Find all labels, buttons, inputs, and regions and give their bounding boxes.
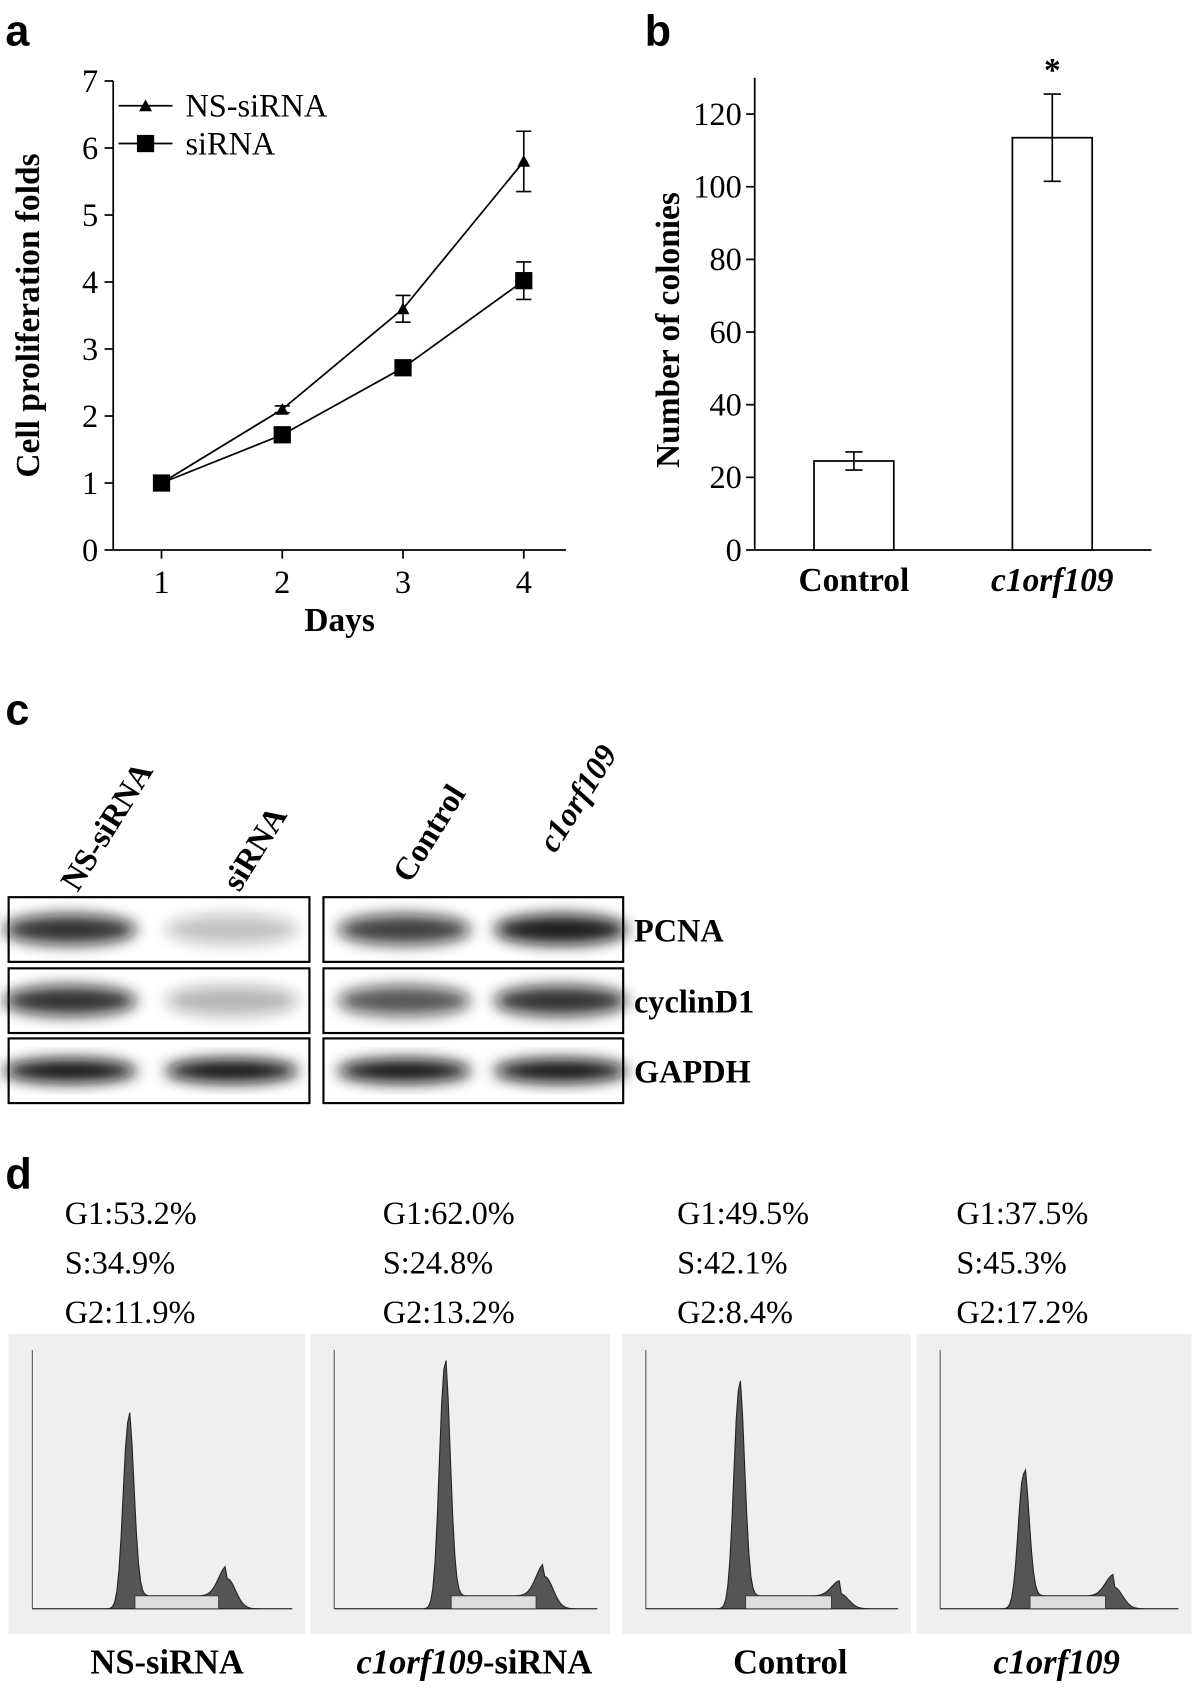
error-bar	[1043, 93, 1061, 183]
phase-stat: G2:13.2%	[383, 1294, 515, 1330]
error-bar	[845, 451, 863, 471]
panel-letter: c	[5, 687, 29, 735]
band	[164, 985, 299, 1016]
sample-label: Control	[733, 1643, 847, 1681]
panel-letter: a	[5, 7, 30, 55]
phase-stat: S:24.8%	[383, 1244, 493, 1280]
y-tick-label: 100	[693, 169, 742, 205]
x-tick-label: 1	[153, 564, 169, 600]
y-tick-label: 80	[709, 241, 741, 277]
panel-letter: b	[645, 7, 671, 55]
s-phase	[1029, 1595, 1106, 1610]
lane-label: siRNA	[215, 799, 294, 896]
phase-stat: G1:62.0%	[383, 1195, 515, 1231]
sample-label-part: -siRNA	[483, 1643, 592, 1681]
y-axis-title: Cell proliferation folds	[10, 153, 47, 477]
legend-label: siRNA	[185, 125, 275, 161]
legend-marker	[136, 134, 155, 153]
lane-label: c1orf109	[531, 738, 624, 858]
phase-stat: S:42.1%	[677, 1244, 787, 1280]
y-tick-label: 4	[82, 264, 98, 300]
marker	[517, 154, 531, 167]
sample-label-part: c1orf109	[357, 1643, 483, 1681]
y-tick-label: 0	[726, 532, 742, 568]
y-tick-label: 1	[82, 465, 98, 501]
x-tick-label: 2	[274, 564, 290, 600]
protein-label: GAPDH	[634, 1054, 751, 1090]
phase-stat: S:45.3%	[956, 1244, 1066, 1280]
legend-label: NS-siRNA	[185, 88, 328, 124]
sample-label: c1orf109	[993, 1643, 1119, 1681]
phase-stat: G2:8.4%	[677, 1294, 793, 1330]
y-tick-label: 120	[693, 96, 742, 132]
band	[337, 985, 472, 1016]
y-tick-label: 7	[82, 63, 98, 99]
phase-stat: G1:49.5%	[677, 1195, 809, 1231]
phase-stat: G1:53.2%	[65, 1195, 197, 1231]
band	[493, 985, 628, 1016]
band	[164, 1058, 299, 1083]
x-tick-label: c1orf109	[991, 562, 1114, 599]
bar	[1011, 136, 1094, 551]
y-tick-label: 0	[82, 532, 98, 568]
histogram-panel	[8, 1333, 306, 1634]
marker	[273, 426, 291, 444]
panel-letter: d	[5, 1150, 31, 1198]
band	[3, 1058, 137, 1083]
sample-label-part: c1orf109	[993, 1643, 1119, 1681]
y-axis-title: Number of colonies	[650, 192, 687, 468]
phase-stat: G2:11.9%	[65, 1294, 196, 1330]
y-tick-label: 20	[709, 459, 741, 495]
histogram-panel	[916, 1333, 1192, 1634]
band	[164, 914, 299, 945]
protein-label: cyclinD1	[634, 984, 754, 1020]
marker	[515, 272, 533, 290]
sample-label-part: NS-siRNA	[90, 1643, 243, 1681]
band	[3, 985, 137, 1016]
marker	[396, 302, 410, 315]
marker	[394, 359, 412, 377]
band	[3, 914, 137, 945]
series-line	[161, 160, 525, 484]
lane-label: Control	[385, 778, 472, 888]
y-tick-label: 40	[709, 386, 741, 422]
y-tick-label: 3	[82, 331, 98, 367]
s-phase	[450, 1595, 537, 1610]
y-tick-label: 6	[82, 130, 98, 166]
annotation: *	[1044, 52, 1061, 89]
band	[493, 1058, 628, 1083]
phase-stat: S:34.9%	[65, 1244, 175, 1280]
protein-label: PCNA	[634, 912, 724, 948]
y-tick-label: 2	[82, 398, 98, 434]
x-tick-label: 4	[516, 564, 532, 600]
sample-label-part: Control	[733, 1643, 847, 1681]
lane-label: NS-siRNA	[53, 755, 160, 896]
x-axis-title: Days	[304, 602, 375, 639]
marker	[152, 474, 171, 492]
histogram-panel	[310, 1333, 611, 1634]
band	[493, 914, 628, 945]
band	[337, 1058, 472, 1083]
s-phase	[134, 1595, 220, 1610]
band	[337, 914, 472, 945]
y-tick-label: 5	[82, 197, 98, 233]
marker	[275, 402, 289, 415]
sample-label: NS-siRNA	[90, 1643, 243, 1681]
y-tick-label: 60	[709, 314, 741, 350]
phase-stat: G2:17.2%	[956, 1294, 1088, 1330]
sample-label: c1orf109-siRNA	[357, 1643, 593, 1681]
x-tick-label: 3	[395, 564, 411, 600]
histogram-panel	[622, 1333, 912, 1634]
s-phase	[745, 1595, 832, 1610]
x-tick-label: Control	[799, 562, 910, 599]
phase-stat: G1:37.5%	[956, 1195, 1088, 1231]
series-line	[161, 279, 525, 484]
legend-marker	[139, 99, 153, 112]
bar	[813, 460, 895, 551]
